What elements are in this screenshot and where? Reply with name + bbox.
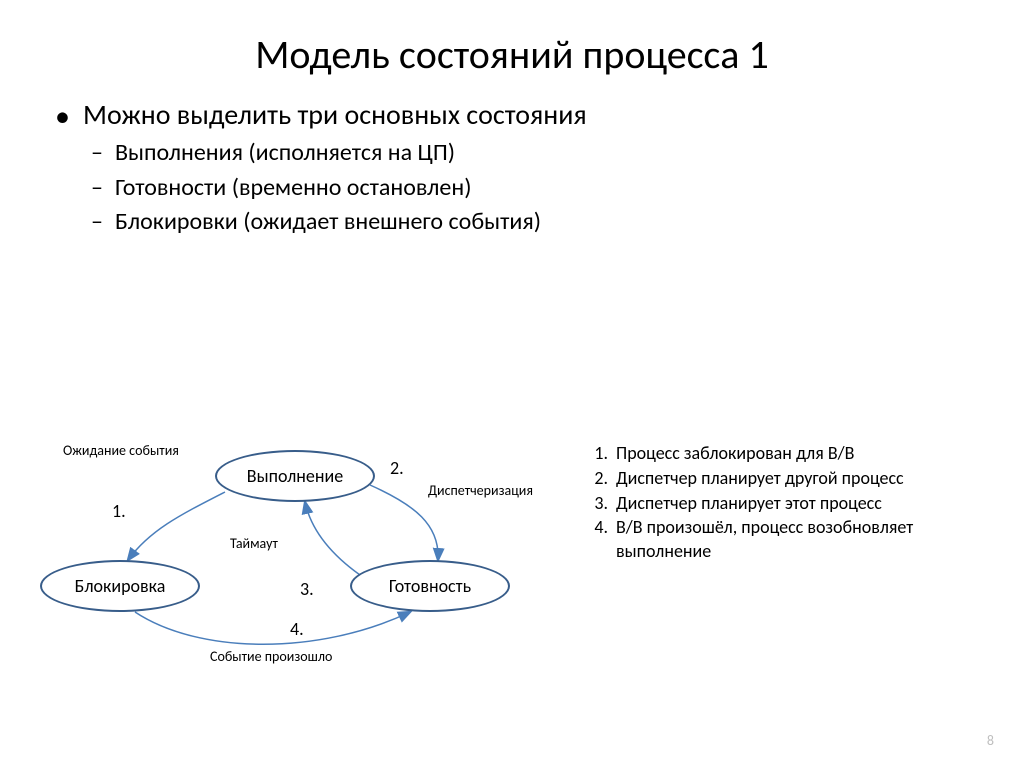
- legend-list: 1. Процесс заблокирован для В/В 2. Диспе…: [588, 442, 998, 565]
- legend-item: 4. В/В произошёл, процесс возобновляет в…: [588, 516, 998, 564]
- edge-number: 1.: [112, 500, 126, 522]
- edge-label: Диспетчеризация: [428, 482, 533, 499]
- legend-num: 4.: [588, 516, 616, 564]
- bullet-sub: Выполнения (исполняется на ЦП): [55, 137, 984, 169]
- state-node-ready: Готовность: [350, 560, 510, 612]
- bullet-main: Можно выделить три основных состояния: [55, 97, 984, 133]
- edge-arrow: [305, 502, 360, 575]
- edge-number: 4.: [290, 618, 304, 640]
- edge-number: 3.: [300, 578, 314, 600]
- page-number: 8: [987, 732, 994, 749]
- legend-num: 1.: [588, 442, 616, 466]
- legend-item: 3. Диспетчер планирует этот процесс: [588, 492, 998, 516]
- state-node-run: Выполнение: [215, 450, 375, 502]
- legend-text: Процесс заблокирован для В/В: [616, 442, 998, 466]
- edge-arrow: [135, 612, 410, 644]
- legend-item: 2. Диспетчер планирует другой процесс: [588, 467, 998, 491]
- bullet-sub: Готовности (временно остановлен): [55, 172, 984, 204]
- state-node-block: Блокировка: [40, 560, 200, 612]
- edge-label: Таймаут: [230, 535, 278, 552]
- page-title: Модель состояний процесса 1: [0, 0, 1024, 97]
- edge-label: Событие произошло: [210, 648, 332, 665]
- bullet-list: Можно выделить три основных состояния Вы…: [0, 97, 1024, 239]
- state-diagram: Выполнение Блокировка Готовность Ожидание с…: [20, 420, 580, 700]
- legend-text: Диспетчер планирует другой процесс: [616, 467, 998, 491]
- legend-text: В/В произошёл, процесс возобновляет выпо…: [616, 516, 998, 564]
- legend-num: 3.: [588, 492, 616, 516]
- edge-number: 2.: [390, 457, 404, 479]
- legend-item: 1. Процесс заблокирован для В/В: [588, 442, 998, 466]
- legend-text: Диспетчер планирует этот процесс: [616, 492, 998, 516]
- edge-label: Ожидание события: [63, 442, 179, 459]
- bullet-sub: Блокировки (ожидает внешнего события): [55, 206, 984, 238]
- legend-num: 2.: [588, 467, 616, 491]
- edge-arrow: [128, 492, 225, 560]
